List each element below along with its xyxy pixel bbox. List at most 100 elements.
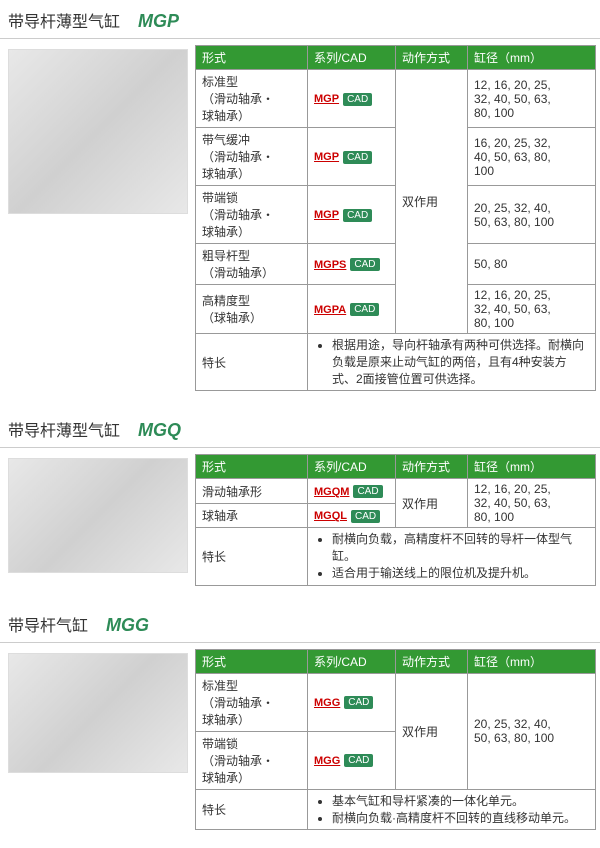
form-cell: 带气缓冲（滑动轴承・球轴承） (196, 128, 308, 186)
form-cell: 带端锁（滑动轴承・球轴承） (196, 186, 308, 244)
feature-list: 根据用途，导向杆轴承有两种可供选择。耐横向负载是原来止动气缸的两倍，且有4种安装… (314, 337, 589, 387)
cad-badge[interactable]: CAD (343, 151, 372, 164)
bore-cell: 20, 25, 32, 40,50, 63, 80, 100 (468, 186, 596, 244)
feature-label: 特长 (196, 789, 308, 830)
cad-badge[interactable]: CAD (351, 510, 380, 523)
bore-cell: 20, 25, 32, 40,50, 63, 80, 100 (468, 673, 596, 789)
cad-badge[interactable]: CAD (350, 303, 379, 316)
spec-table: 形式系列/CAD动作方式缸径（mm）滑动轴承形MGQMCAD双作用12, 16,… (195, 454, 596, 585)
spec-table-col: 形式系列/CAD动作方式缸径（mm） 标准型（滑动轴承・球轴承） MGP CAD 双作用… (195, 45, 600, 391)
cad-badge[interactable]: CAD (344, 696, 373, 709)
form-cell: 标准型（滑动轴承・球轴承） (196, 673, 308, 731)
feature-list: 基本气缸和导杆紧凑的一体化单元。耐横向负载·高精度杆不回转的直线移动单元。 (314, 793, 589, 827)
title-code: MGQ (138, 420, 181, 441)
feature-item: 基本气缸和导杆紧凑的一体化单元。 (332, 793, 589, 810)
action-cell: 双作用 (396, 479, 468, 528)
series-cell: MGPS CAD (308, 244, 396, 285)
series-link[interactable]: MGQL (314, 510, 347, 522)
title-cn: 带导杆薄型气缸 (8, 417, 120, 441)
cad-badge[interactable]: CAD (343, 93, 372, 106)
feature-list: 耐横向负载，高精度杆不回转的导杆一体型气缸。适合用于输送线上的限位机及提升机。 (314, 531, 589, 581)
bore-cell: 12, 16, 20, 25,32, 40, 50, 63,80, 100 (468, 285, 596, 334)
col-header: 动作方式 (396, 455, 468, 479)
series-cell: MGG CAD (308, 673, 396, 731)
table-row: 标准型（滑动轴承・球轴承）MGPCAD双作用12, 16, 20, 25,32,… (196, 70, 596, 128)
series-link[interactable]: MGG (314, 755, 340, 767)
col-header: 缸径（mm） (468, 649, 596, 673)
cad-badge[interactable]: CAD (353, 485, 382, 498)
feature-item: 耐横向负载·高精度杆不回转的直线移动单元。 (332, 810, 589, 827)
product-image (8, 653, 188, 773)
col-header: 形式 (196, 649, 308, 673)
bore-cell: 12, 16, 20, 25,32, 40, 50, 63,80, 100 (468, 70, 596, 128)
feature-label: 特长 (196, 334, 308, 391)
series-cell: MGP CAD (308, 186, 396, 244)
content-row: 形式系列/CAD动作方式缸径（mm）滑动轴承形MGQMCAD双作用12, 16,… (0, 448, 600, 585)
section-title: 带导杆薄型气缸 MGP (0, 0, 600, 39)
content-row: 形式系列/CAD动作方式缸径（mm） 标准型（滑动轴承・球轴承） MGG CAD 双作用… (0, 643, 600, 831)
col-header: 形式 (196, 455, 308, 479)
col-header: 系列/CAD (308, 46, 396, 70)
col-header: 缸径（mm） (468, 455, 596, 479)
product-section: 带导杆薄型气缸MGQ形式系列/CAD动作方式缸径（mm）滑动轴承形MGQMCAD… (0, 409, 600, 585)
bore-cell: 12, 16, 20, 25,32, 40, 50, 63,80, 100 (468, 479, 596, 528)
series-link[interactable]: MGP (314, 151, 339, 163)
series-cell: MGG CAD (308, 731, 396, 789)
bore-cell: 16, 20, 25, 32,40, 50, 63, 80,100 (468, 128, 596, 186)
form-cell: 滑动轴承形 (196, 479, 308, 504)
col-header: 动作方式 (396, 46, 468, 70)
cad-badge[interactable]: CAD (343, 209, 372, 222)
product-image-col (0, 649, 195, 777)
feature-cell: 耐横向负载，高精度杆不回转的导杆一体型气缸。适合用于输送线上的限位机及提升机。 (308, 528, 596, 585)
form-cell: 高精度型（球轴承） (196, 285, 308, 334)
content-row: 形式系列/CAD动作方式缸径（mm） 标准型（滑动轴承・球轴承） MGP CAD 双作用… (0, 39, 600, 391)
col-header: 动作方式 (396, 649, 468, 673)
form-cell: 球轴承 (196, 503, 308, 528)
spec-table-col: 形式系列/CAD动作方式缸径（mm） 标准型（滑动轴承・球轴承） MGG CAD 双作用… (195, 649, 600, 831)
series-cell: MGQL CAD (308, 503, 396, 528)
title-cn: 带导杆气缸 (8, 612, 88, 636)
feature-label: 特长 (196, 528, 308, 585)
action-cell: 双作用 (396, 673, 468, 789)
product-image-col (0, 45, 195, 218)
series-link[interactable]: MGP (314, 93, 339, 105)
title-cn: 带导杆薄型气缸 (8, 8, 120, 32)
series-cell: MGP CAD (308, 70, 396, 128)
product-image (8, 458, 188, 573)
cad-badge[interactable]: CAD (344, 754, 373, 767)
feature-cell: 基本气缸和导杆紧凑的一体化单元。耐横向负载·高精度杆不回转的直线移动单元。 (308, 789, 596, 830)
product-section: 带导杆薄型气缸 MGP 形式系列/CAD动作方式缸径（mm） 标准型（滑动轴承・球轴承… (0, 0, 600, 391)
feature-item: 适合用于输送线上的限位机及提升机。 (332, 565, 589, 582)
cad-badge[interactable]: CAD (350, 258, 379, 271)
col-header: 系列/CAD (308, 455, 396, 479)
series-cell: MGP CAD (308, 128, 396, 186)
col-header: 系列/CAD (308, 649, 396, 673)
form-cell: 粗导杆型（滑动轴承） (196, 244, 308, 285)
form-cell: 标准型（滑动轴承・球轴承） (196, 70, 308, 128)
spec-table: 形式系列/CAD动作方式缸径（mm） 标准型（滑动轴承・球轴承） MGP CAD 双作用… (195, 45, 596, 391)
bore-cell: 50, 80 (468, 244, 596, 285)
product-image-col (0, 454, 195, 577)
title-code: MGP (138, 11, 179, 32)
series-cell: MGPA CAD (308, 285, 396, 334)
series-link[interactable]: MGP (314, 209, 339, 221)
feature-item: 根据用途，导向杆轴承有两种可供选择。耐横向负载是原来止动气缸的两倍，且有4种安装… (332, 337, 589, 387)
col-header: 形式 (196, 46, 308, 70)
product-section: 带导杆气缸MGG形式系列/CAD动作方式缸径（mm）标准型（滑动轴承・球轴承）M… (0, 604, 600, 831)
spec-table: 形式系列/CAD动作方式缸径（mm） 标准型（滑动轴承・球轴承） MGG CAD 双作用… (195, 649, 596, 831)
feature-row: 特长耐横向负载，高精度杆不回转的导杆一体型气缸。适合用于输送线上的限位机及提升机… (196, 528, 596, 585)
feature-row: 特长基本气缸和导杆紧凑的一体化单元。耐横向负载·高精度杆不回转的直线移动单元。 (196, 789, 596, 830)
series-link[interactable]: MGQM (314, 486, 349, 498)
feature-cell: 根据用途，导向杆轴承有两种可供选择。耐横向负载是原来止动气缸的两倍，且有4种安装… (308, 334, 596, 391)
product-image (8, 49, 188, 214)
action-cell: 双作用 (396, 70, 468, 334)
feature-row: 特长根据用途，导向杆轴承有两种可供选择。耐横向负载是原来止动气缸的两倍，且有4种… (196, 334, 596, 391)
section-title: 带导杆气缸MGG (0, 604, 600, 643)
table-row: 标准型（滑动轴承・球轴承）MGGCAD双作用20, 25, 32, 40,50,… (196, 673, 596, 731)
series-link[interactable]: MGG (314, 697, 340, 709)
series-link[interactable]: MGPS (314, 259, 346, 271)
form-cell: 带端锁（滑动轴承・球轴承） (196, 731, 308, 789)
spec-table-col: 形式系列/CAD动作方式缸径（mm）滑动轴承形MGQMCAD双作用12, 16,… (195, 454, 600, 585)
series-link[interactable]: MGPA (314, 304, 346, 316)
col-header: 缸径（mm） (468, 46, 596, 70)
